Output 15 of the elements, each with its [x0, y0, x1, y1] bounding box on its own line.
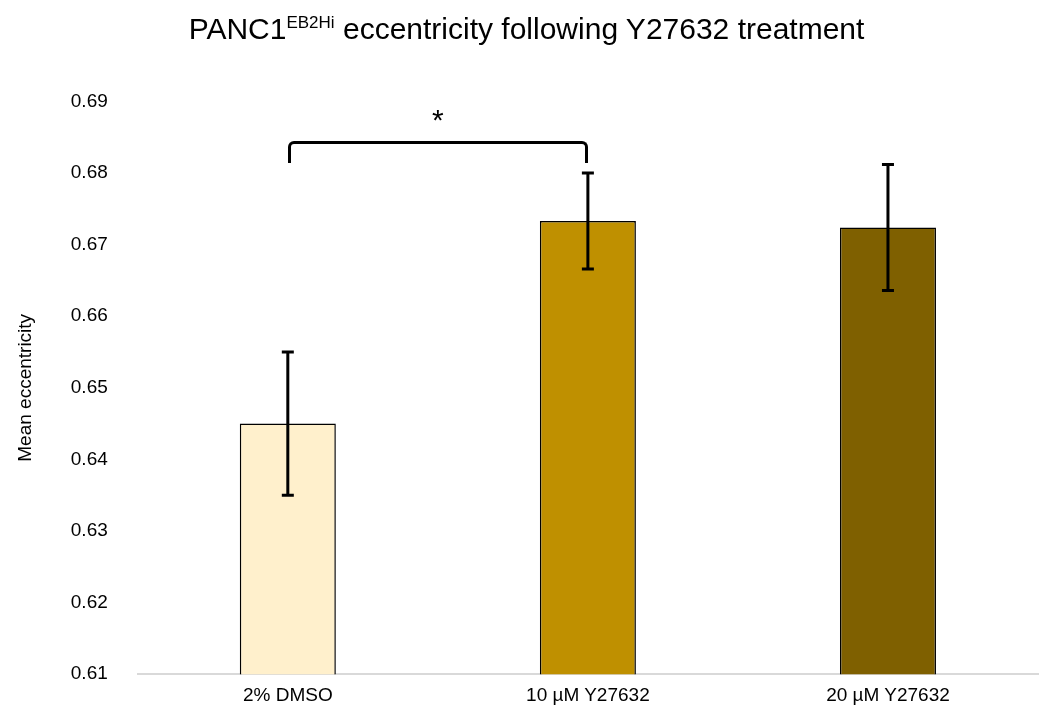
y-tick-label: 0.62	[70, 590, 108, 612]
y-tick-label: 0.69	[70, 89, 108, 111]
y-tick-label: 0.68	[70, 161, 108, 183]
y-tick-label: 0.63	[70, 519, 108, 541]
chart-title: PANC1$^{EB2Hi}$ eccentricity following Y27632 treatment	[187, 12, 866, 46]
y-tick-label: 0.65	[70, 376, 108, 398]
y-axis-title: Mean eccentricity	[13, 313, 35, 462]
y-tick-label: 0.61	[70, 662, 108, 684]
x-tick-label: 2% DMSO	[242, 683, 333, 705]
y-tick-label: 0.66	[70, 304, 108, 326]
y-tick-label: 0.67	[70, 232, 108, 254]
annotation: *	[432, 103, 444, 138]
x-tick-label: 10 µM Y27632	[526, 683, 650, 705]
y-tick-label: 0.64	[70, 447, 109, 469]
x-tick-label: 20 µM Y27632	[826, 683, 950, 705]
